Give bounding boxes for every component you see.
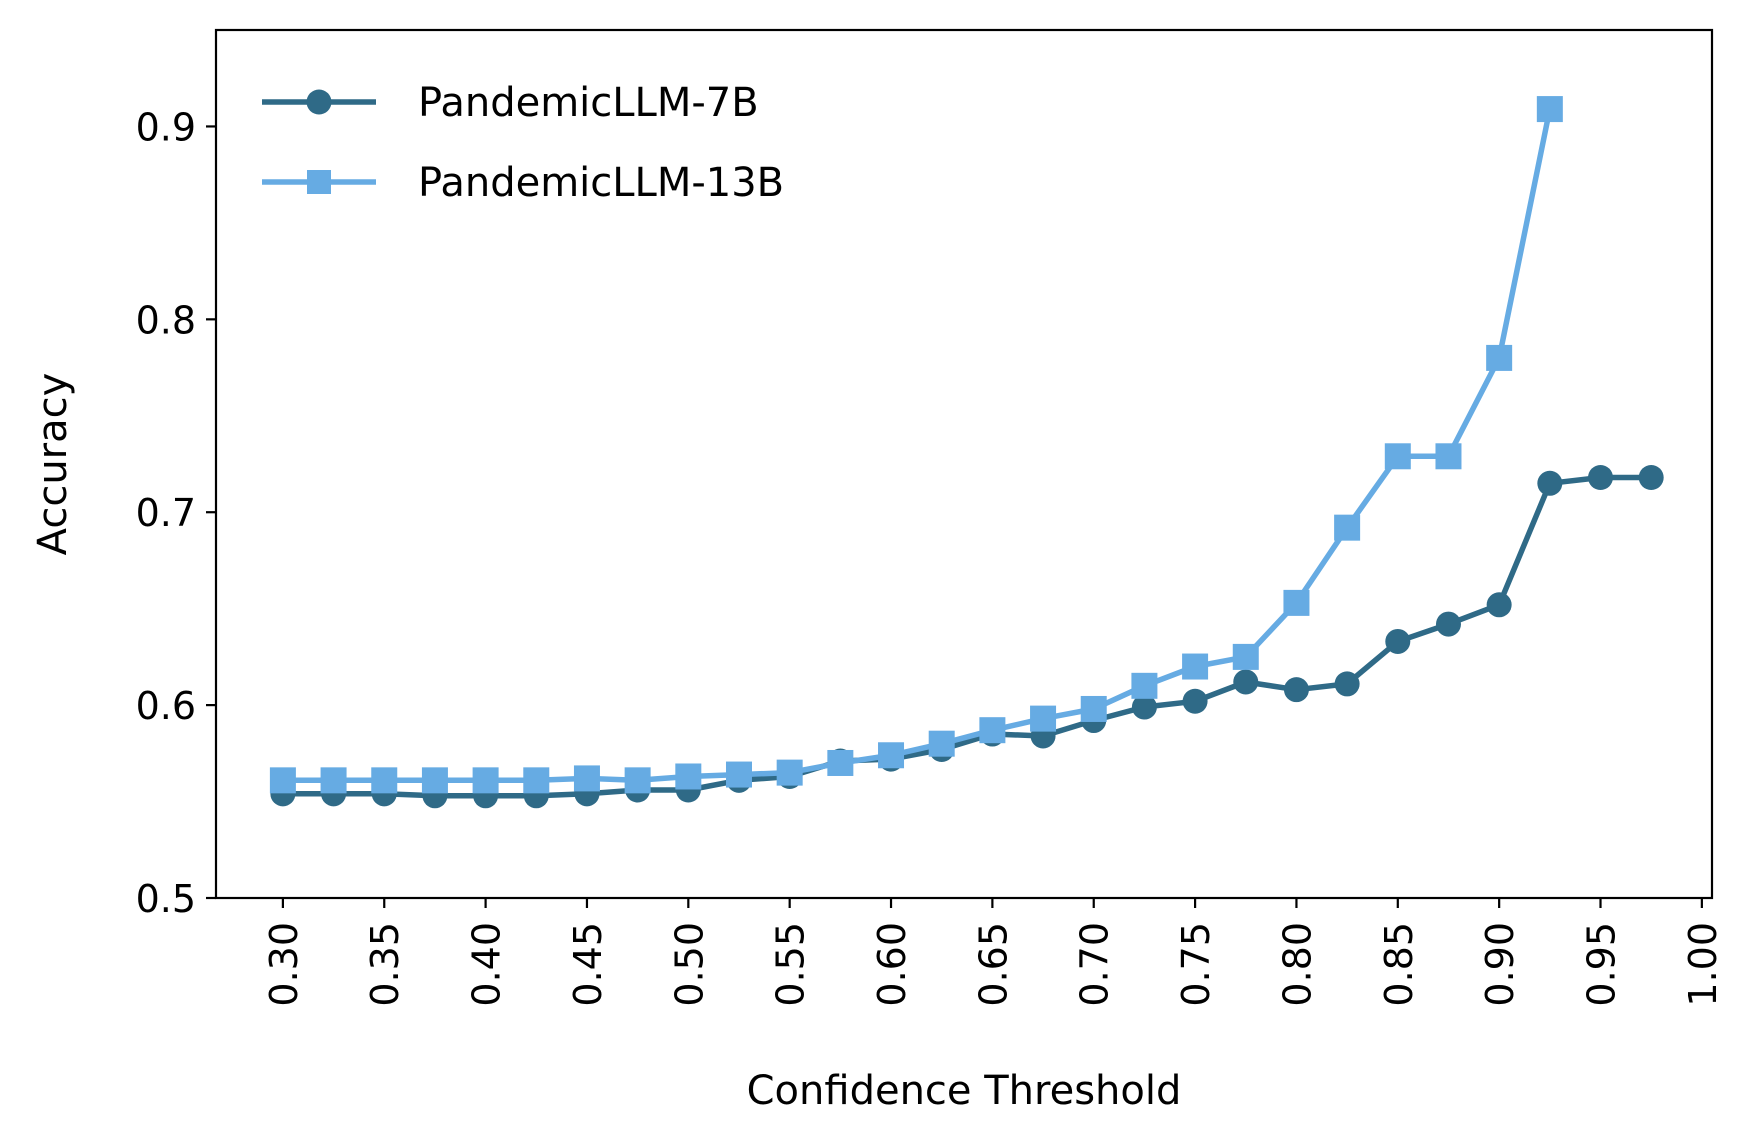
- x-tick-label: 0.60: [870, 922, 914, 1007]
- data-point-7b: [1435, 611, 1461, 637]
- data-point-13b: [421, 767, 448, 794]
- x-tick-label: 0.75: [1174, 922, 1218, 1007]
- data-point-13b: [928, 730, 955, 757]
- data-point-13b: [675, 763, 702, 790]
- legend-marker-7b: [306, 89, 332, 115]
- x-tick-label: 0.80: [1275, 922, 1319, 1007]
- y-tick-label: 0.7: [136, 491, 196, 535]
- y-tick-label: 0.5: [136, 877, 196, 921]
- data-point-13b: [979, 717, 1006, 744]
- data-point-7b: [1334, 671, 1360, 697]
- series-line-0: [282, 474, 1652, 799]
- x-tick-label: 0.95: [1580, 922, 1624, 1007]
- x-tick-label: 0.40: [465, 922, 509, 1007]
- data-point-13b: [878, 742, 905, 769]
- data-point-13b: [1030, 705, 1057, 732]
- x-tick-label: 0.90: [1478, 922, 1522, 1007]
- legend-label-13b: PandemicLLM-13B: [418, 160, 784, 206]
- y-axis-ticks: 0.5 0.6 0.7 0.8 0.9: [136, 105, 216, 921]
- data-point-13b: [1283, 589, 1310, 616]
- data-point-13b: [523, 767, 550, 794]
- data-point-7b: [1131, 694, 1157, 720]
- data-point-7b: [1182, 688, 1208, 714]
- x-axis-label: Confidence Threshold: [747, 1068, 1182, 1114]
- data-point-13b: [624, 767, 651, 794]
- data-point-7b: [1638, 465, 1664, 491]
- data-point-13b: [1486, 344, 1513, 371]
- data-point-13b: [371, 767, 398, 794]
- data-point-13b: [573, 765, 600, 792]
- data-point-7b: [1385, 628, 1411, 654]
- x-axis-ticks: 0.30 0.35 0.40 0.45 0.50 0.55 0.60 0.65 0.70 0.75…: [262, 898, 1725, 1007]
- series-markers: [269, 96, 1664, 809]
- data-point-13b: [269, 767, 296, 794]
- y-axis-label: Accuracy: [30, 373, 76, 556]
- plot-frame: [214, 28, 1714, 900]
- data-point-13b: [1536, 96, 1563, 123]
- x-tick-label: 0.35: [363, 922, 407, 1007]
- data-point-13b: [1182, 653, 1209, 680]
- x-tick-label: 1.00: [1681, 922, 1725, 1007]
- y-tick-label: 0.8: [136, 298, 196, 342]
- data-point-7b: [1486, 592, 1512, 618]
- data-point-13b: [1334, 514, 1361, 541]
- data-point-13b: [1080, 695, 1107, 722]
- x-tick-label: 0.30: [262, 922, 306, 1007]
- y-tick-label: 0.9: [136, 105, 196, 149]
- x-tick-label: 0.85: [1377, 922, 1421, 1007]
- y-tick-label: 0.6: [136, 684, 196, 728]
- legend-marker-13b: [307, 170, 331, 194]
- data-point-7b: [1283, 677, 1309, 703]
- x-tick-label: 0.65: [971, 922, 1015, 1007]
- data-point-13b: [1435, 443, 1462, 470]
- x-tick-label: 0.55: [769, 922, 813, 1007]
- data-point-13b: [320, 767, 347, 794]
- x-tick-label: 0.70: [1073, 922, 1117, 1007]
- data-point-13b: [1384, 443, 1411, 470]
- data-point-7b: [1588, 465, 1614, 491]
- data-point-7b: [1537, 470, 1563, 496]
- data-point-13b: [827, 749, 854, 776]
- data-point-13b: [472, 767, 499, 794]
- x-tick-label: 0.50: [667, 922, 711, 1007]
- legend: PandemicLLM-7B PandemicLLM-13B: [262, 80, 784, 206]
- data-point-13b: [725, 761, 752, 788]
- data-point-7b: [1233, 669, 1259, 695]
- x-tick-label: 0.45: [566, 922, 610, 1007]
- data-point-13b: [1232, 643, 1259, 670]
- data-point-13b: [1131, 672, 1158, 699]
- legend-label-7b: PandemicLLM-7B: [418, 80, 759, 126]
- data-point-13b: [776, 759, 803, 786]
